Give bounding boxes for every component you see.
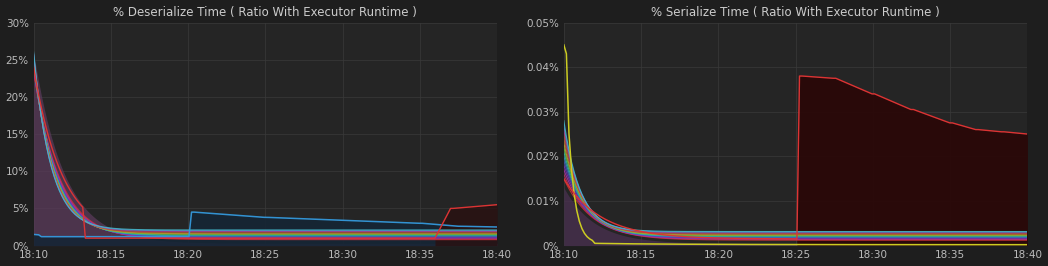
Title: % Serialize Time ( Ratio With Executor Runtime ): % Serialize Time ( Ratio With Executor R…	[651, 6, 940, 19]
Title: % Deserialize Time ( Ratio With Executor Runtime ): % Deserialize Time ( Ratio With Executor…	[113, 6, 417, 19]
